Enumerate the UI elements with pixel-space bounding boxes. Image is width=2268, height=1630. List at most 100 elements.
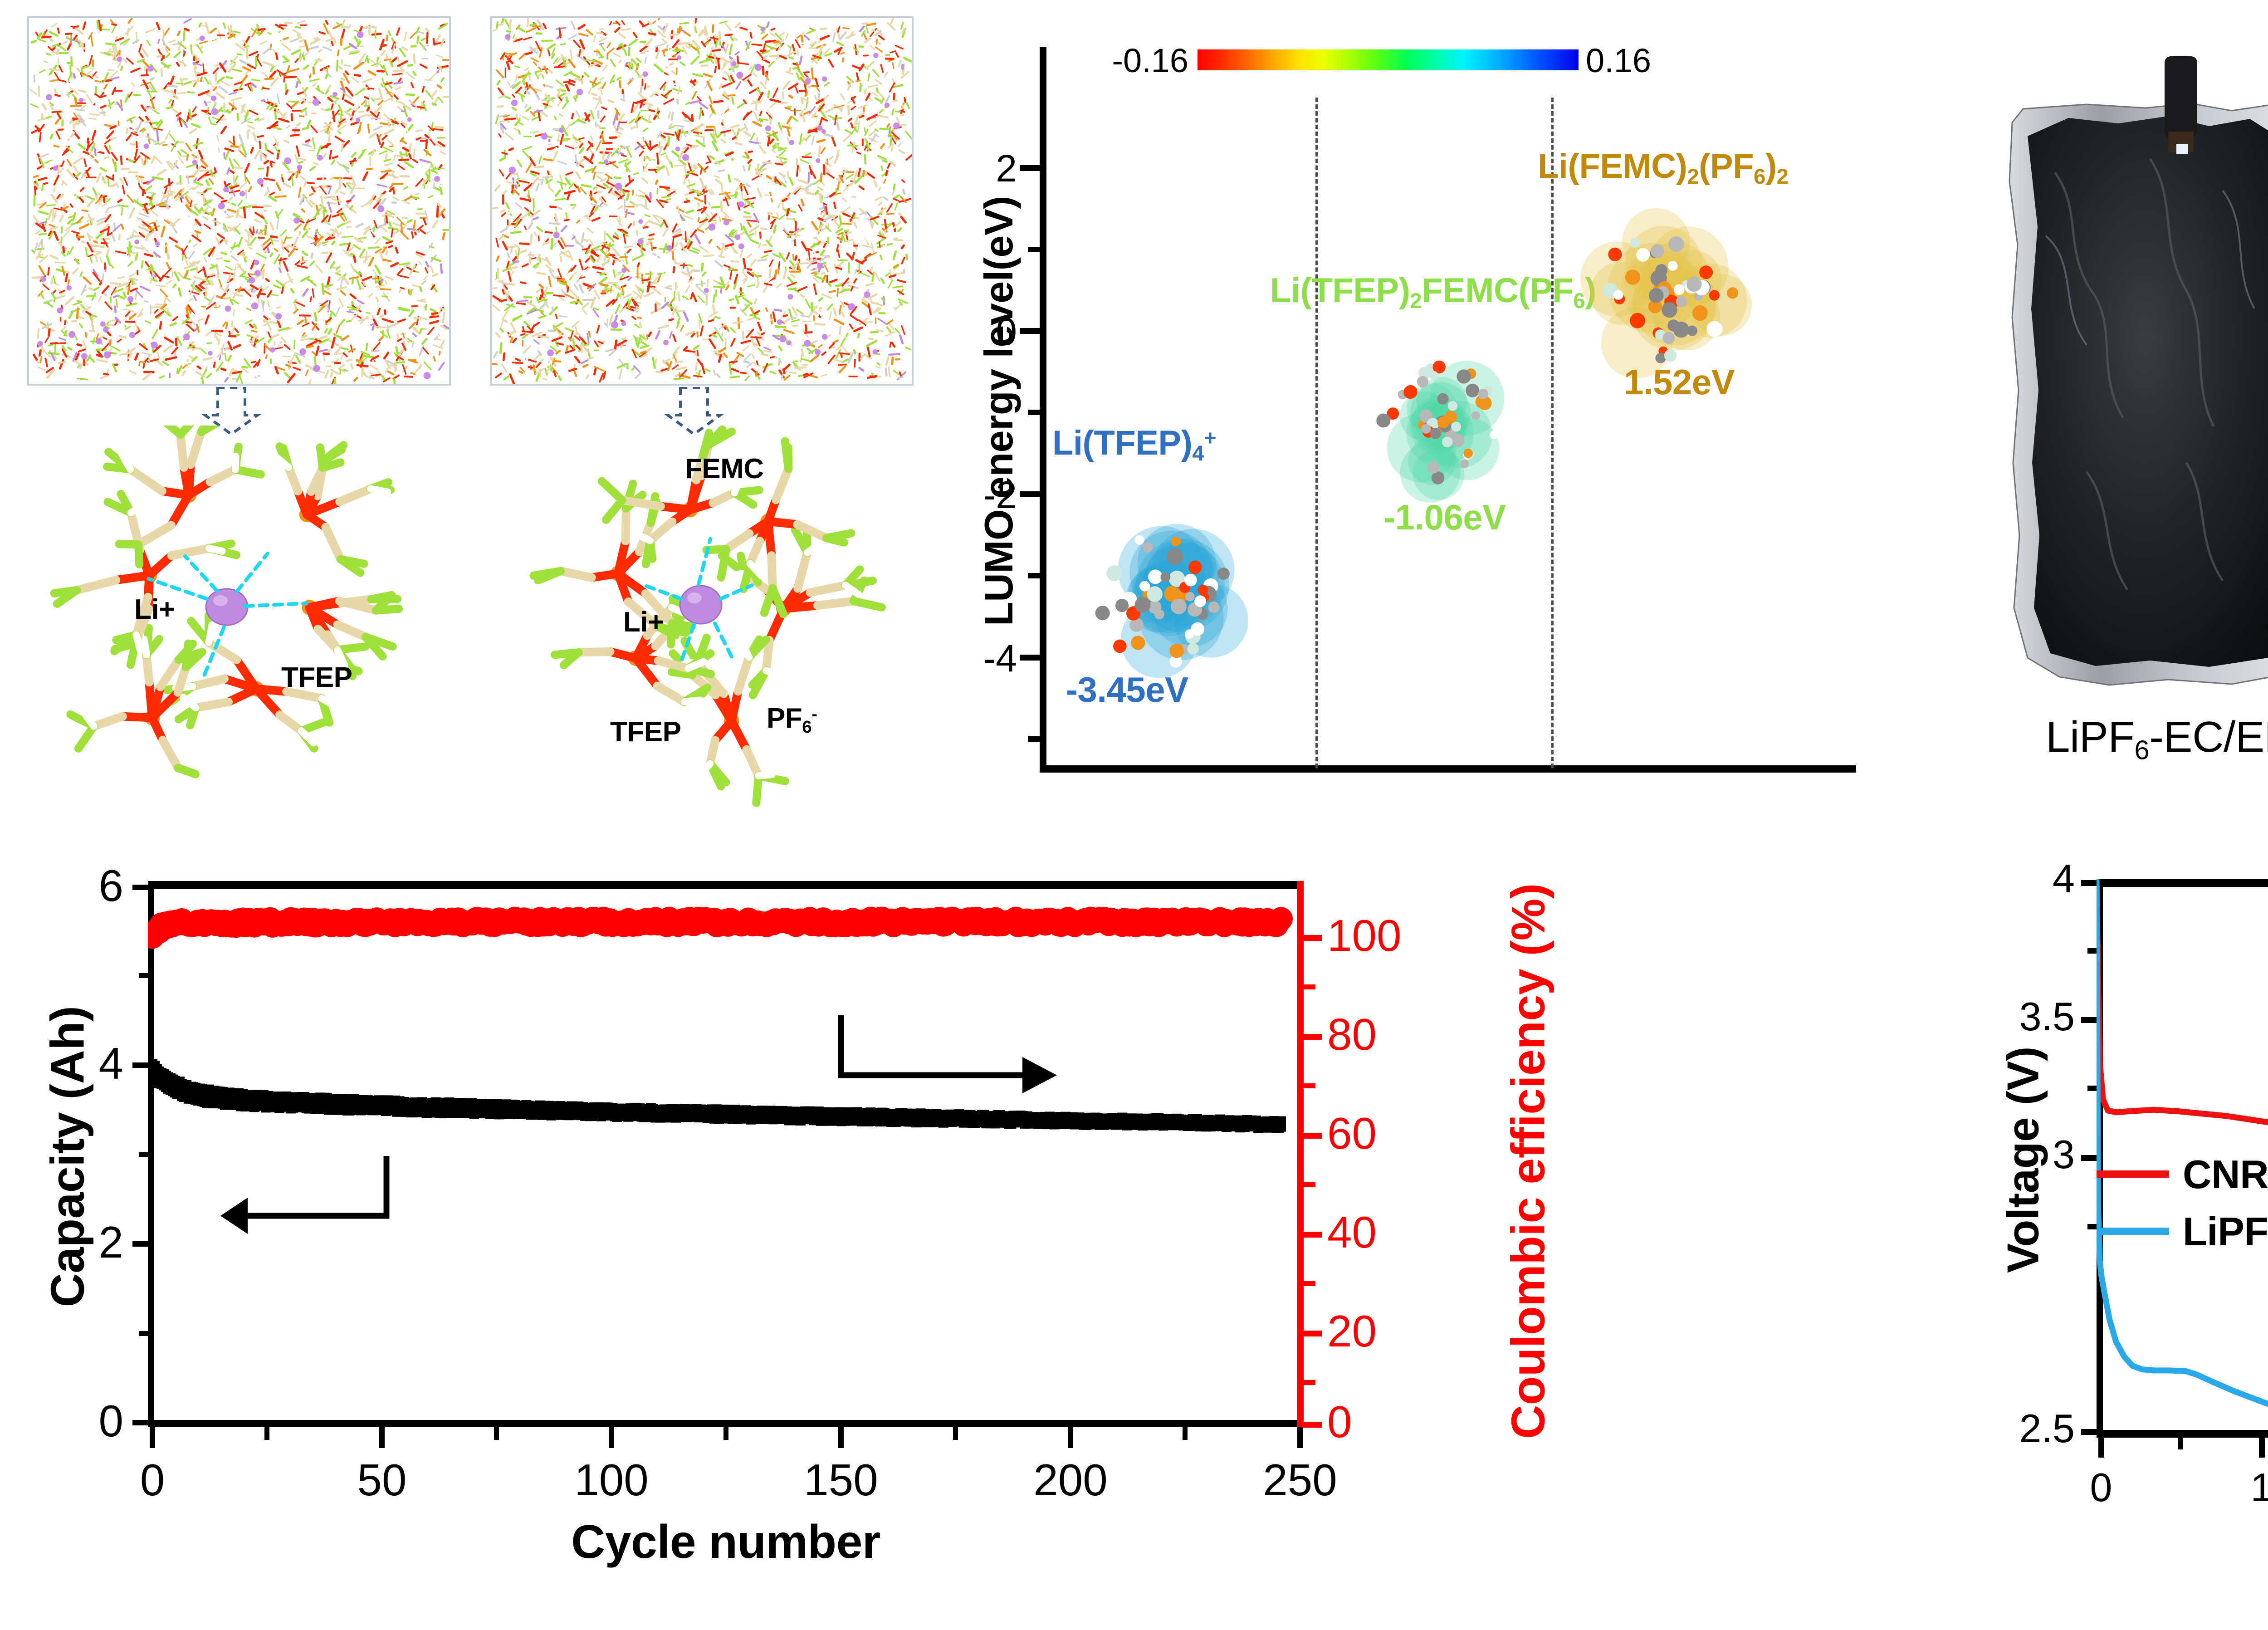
photo-panel-lipf6: LiPF6-EC/EMC <box>1987 27 2268 808</box>
cycling-xtick-150 <box>838 1427 844 1448</box>
discharge-ylabel-35: 3.5 <box>2019 994 2075 1039</box>
ce-ytick-0 <box>1303 1422 1322 1428</box>
cycling-left-axis <box>148 885 154 1424</box>
discharge-ylabel-25: 2.5 <box>2019 1406 2075 1451</box>
lumo-energy-panel: 2 0 -2 -4 LUMO energy level(eV) -0.16 0.… <box>971 42 1860 810</box>
discharge-ytick-25 <box>2081 1429 2100 1435</box>
lumo-species-1-formula: Li(TFEP)4+ <box>1052 424 1217 465</box>
cycling-top-axis <box>148 881 1303 889</box>
lumo-tick-minor-2 <box>1028 410 1041 415</box>
ce-ylabel-20: 20 <box>1327 1306 1377 1356</box>
cycling-right-axis <box>1297 881 1304 1427</box>
md-panel-tfep: Li+ TFEP <box>9 8 467 811</box>
cycling-bottom-axis <box>148 1420 1303 1427</box>
md-box-rendering-cnre <box>491 17 913 385</box>
ce-ytick-40 <box>1303 1232 1322 1238</box>
cycling-plot: 6 4 2 0 Capacity (Ah) 100 80 60 40 20 0 … <box>9 839 1851 1629</box>
md-box-rendering <box>28 17 450 385</box>
lumo-y-axis <box>1040 47 1046 769</box>
cycling-xtick-175 <box>953 1427 958 1440</box>
burnt-cell-photo <box>1996 54 2268 699</box>
legend-swatch-lipf6 <box>2097 1228 2169 1235</box>
lumo-ticklabel-0: 0 <box>996 310 1017 353</box>
discharge-bottom-axis <box>2097 1430 2268 1438</box>
cycling-xlabel-200: 200 <box>1033 1455 1108 1505</box>
cluster-rendering-tfep <box>50 426 403 778</box>
cycling-xtick-50 <box>379 1427 385 1448</box>
efficiency-arrow-annotation <box>838 1015 1057 1093</box>
ce-y-axis-title: Coulombic efficiency (%) <box>1502 883 1555 1439</box>
md-simulation-box-tfep <box>27 16 451 386</box>
cycling-ylabel-6: 6 <box>98 861 123 910</box>
discharge-xtick-05 <box>2178 1438 2183 1449</box>
li-ion-label-tfep: Li+ <box>134 594 175 625</box>
discharge-xtick-1 <box>2259 1438 2265 1458</box>
discharge-data-canvas <box>2097 879 2268 1407</box>
lumo-species-3-molecule <box>1580 208 1752 379</box>
cycling-xtick-25 <box>264 1427 269 1440</box>
discharge-x-axis-title: Capacity (Ah) <box>2150 1519 2268 1570</box>
lumo-tick-2 <box>1020 165 1041 171</box>
solvation-cluster-tfep <box>32 426 445 807</box>
ce-ylabel-80: 80 <box>1327 1009 1377 1059</box>
ce-ytick-10 <box>1303 1380 1315 1385</box>
lumo-species-2-value: -1.06eV <box>1383 497 1506 537</box>
lumo-species-1-value: -3.45eV <box>1066 670 1188 710</box>
ce-ytick-90 <box>1303 984 1315 989</box>
esp-colorbar <box>1198 49 1579 70</box>
lumo-ticklabel-m4: -4 <box>983 637 1017 680</box>
li-ion-label-cnre: Li+ <box>623 607 664 638</box>
cycling-ytick-4 <box>132 1062 151 1068</box>
ce-ytick-60 <box>1303 1133 1322 1139</box>
legend-label-cnre: CNRE <box>2183 1152 2268 1197</box>
cycling-ytick-2 <box>132 1241 151 1247</box>
cycling-xlabel-50: 50 <box>357 1455 407 1505</box>
cycling-xtick-125 <box>723 1427 728 1440</box>
lumo-tick-0 <box>1020 328 1041 334</box>
cycling-xlabel-250: 250 <box>1263 1455 1337 1505</box>
cycling-xtick-75 <box>494 1427 499 1440</box>
cycling-ylabel-4: 4 <box>98 1038 123 1088</box>
discharge-plot: 4 3.5 3 2.5 Voltage (V) 0 1 2 3 4 Capaci… <box>1969 839 2268 1629</box>
lumo-ticklabel-2: 2 <box>996 147 1017 190</box>
md-zoom-arrow-cnre <box>663 387 725 436</box>
ce-ylabel-0: 0 <box>1327 1397 1352 1447</box>
md-simulation-box-cnre <box>490 16 914 386</box>
lumo-species-2-formula: Li(TFEP)2FEMC(PF6) <box>1270 271 1596 313</box>
discharge-y-axis-title: Voltage (V) <box>1998 1046 2048 1273</box>
lumo-tick-minor-1 <box>1028 247 1041 252</box>
cycling-xtick-100 <box>609 1427 614 1448</box>
discharge-ytick-30 <box>2081 1155 2100 1161</box>
legend-swatch-cnre <box>2097 1170 2169 1178</box>
discharge-top-axis <box>2097 879 2268 887</box>
lumo-tick-m2 <box>1020 491 1041 497</box>
cycling-ylabel-2: 2 <box>98 1217 123 1267</box>
ce-ytick-80 <box>1303 1034 1322 1040</box>
lumo-divider-1 <box>1315 98 1318 768</box>
md-zoom-arrow-tfep <box>200 387 262 436</box>
discharge-ytick-40 <box>2081 880 2100 886</box>
cycling-ytick-6 <box>132 885 151 890</box>
solvation-cluster-cnre <box>494 426 907 807</box>
cycling-ytick-3 <box>139 1152 151 1157</box>
lumo-species-3-value: 1.52eV <box>1624 362 1735 402</box>
discharge-xlabel-1: 1 <box>2250 1465 2268 1510</box>
capacity-arrow-annotation <box>220 1156 390 1234</box>
ce-ylabel-100: 100 <box>1327 910 1402 960</box>
lumo-ticklabel-m2: -2 <box>983 474 1017 516</box>
ce-ytick-30 <box>1303 1281 1315 1286</box>
cycling-x-axis-title: Cycle number <box>571 1516 880 1568</box>
ce-ytick-70 <box>1303 1083 1315 1088</box>
photo-caption-lipf6: LiPF6-EC/EMC <box>2046 713 2268 765</box>
md-panel-cnre: FEMC Li+ TFEP PF6- <box>472 8 930 811</box>
cycling-ytick-5 <box>139 973 151 978</box>
burnt-cell-rendering <box>2009 56 2268 686</box>
tfep-label-right: TFEP <box>610 716 681 748</box>
legend-label-lipf6: LiPF6-EC/EMC <box>2183 1209 2268 1254</box>
cycling-xtick-250 <box>1297 1427 1303 1448</box>
cycling-xlabel-0: 0 <box>140 1455 165 1505</box>
lumo-tick-minor-4 <box>1028 736 1041 742</box>
lumo-x-axis <box>1040 765 1856 773</box>
lumo-species-1-molecule <box>1095 524 1248 678</box>
discharge-ylabel-40: 4 <box>2053 856 2075 901</box>
